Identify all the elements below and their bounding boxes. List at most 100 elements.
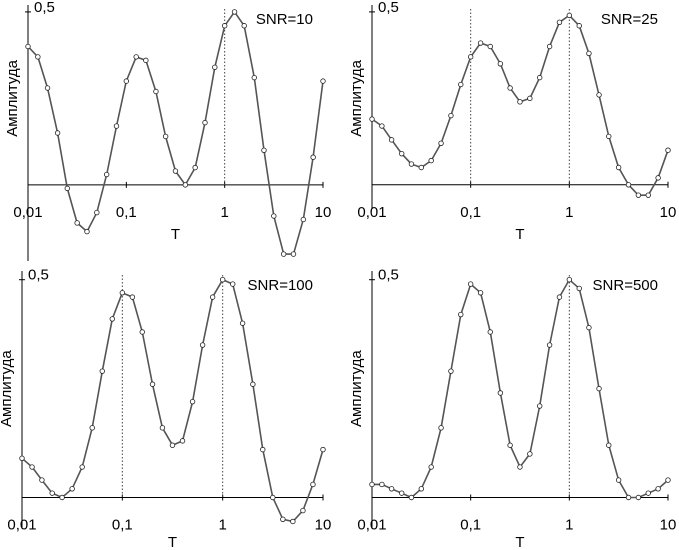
marker xyxy=(54,130,61,136)
y-tick-label: 0,5 xyxy=(378,0,399,16)
x-tick-label: 1 xyxy=(565,204,573,221)
marker xyxy=(64,185,71,192)
marker xyxy=(133,54,139,60)
marker xyxy=(109,316,115,322)
marker xyxy=(388,137,395,143)
marker xyxy=(546,342,553,348)
marker xyxy=(219,277,226,283)
marker xyxy=(19,455,25,462)
curve xyxy=(27,10,324,255)
marker xyxy=(379,481,385,488)
marker xyxy=(320,78,326,84)
x-tick-label: 0,1 xyxy=(116,204,137,221)
marker xyxy=(300,216,307,223)
marker xyxy=(546,43,553,50)
marker xyxy=(596,385,602,392)
x-axis-label: Т xyxy=(515,534,524,550)
marker xyxy=(113,123,120,129)
y-axis-label: Амплитуда xyxy=(0,350,15,427)
marker xyxy=(103,171,110,178)
marker xyxy=(189,398,196,405)
marker xyxy=(209,294,216,300)
marker xyxy=(79,464,85,470)
marker xyxy=(655,486,661,492)
marker xyxy=(497,390,504,396)
marker xyxy=(448,112,454,119)
marker xyxy=(25,43,31,50)
annotation: SNR=500 xyxy=(593,277,658,294)
x-tick-label: 10 xyxy=(660,204,677,221)
marker xyxy=(94,209,100,216)
marker xyxy=(320,446,326,453)
marker xyxy=(507,442,513,448)
marker xyxy=(270,494,276,501)
marker xyxy=(192,164,198,171)
x-tick-label: 0,01 xyxy=(357,204,386,221)
marker xyxy=(388,486,395,492)
x-tick-label: 1 xyxy=(220,204,228,221)
x-tick-label: 0,1 xyxy=(460,204,481,221)
y-tick-label: 0,5 xyxy=(34,0,55,16)
x-tick-label: 10 xyxy=(660,516,677,533)
marker xyxy=(467,54,474,60)
marker xyxy=(527,451,533,457)
marker xyxy=(290,251,297,257)
marker xyxy=(556,19,563,25)
marker xyxy=(84,228,90,235)
marker xyxy=(129,294,136,300)
marker xyxy=(566,12,573,19)
x-axis-label: Т xyxy=(168,534,177,550)
marker xyxy=(645,490,651,496)
marker xyxy=(379,123,385,129)
annotation: SNR=10 xyxy=(256,11,313,28)
y-tick-label: 0,5 xyxy=(28,267,49,284)
curve xyxy=(21,278,324,523)
marker xyxy=(448,368,454,374)
marker xyxy=(153,88,159,95)
marker xyxy=(149,381,156,387)
marker xyxy=(230,281,236,287)
marker xyxy=(44,85,51,91)
marker xyxy=(182,182,189,188)
marker xyxy=(507,85,513,91)
marker xyxy=(123,78,130,84)
marker xyxy=(399,490,405,496)
marker xyxy=(369,116,375,122)
marker xyxy=(537,74,543,81)
marker xyxy=(280,251,287,257)
marker xyxy=(517,99,523,105)
marker xyxy=(99,368,105,374)
marker xyxy=(408,494,415,501)
marker xyxy=(231,9,238,15)
marker xyxy=(251,74,257,81)
marker xyxy=(162,133,169,140)
marker xyxy=(310,481,316,488)
marker xyxy=(477,40,484,46)
x-tick-label: 0,1 xyxy=(112,516,133,533)
marker xyxy=(202,119,208,126)
marker xyxy=(159,425,166,431)
marker xyxy=(576,285,582,292)
x-axis-label: Т xyxy=(515,226,524,243)
y-tick-label: 0,5 xyxy=(378,267,399,284)
marker xyxy=(408,161,415,167)
x-tick-label: 1 xyxy=(218,516,226,533)
y-axis-label: Амплитуда xyxy=(348,59,365,136)
marker xyxy=(537,403,543,409)
marker xyxy=(556,294,563,300)
marker xyxy=(418,164,425,171)
marker xyxy=(139,329,145,335)
x-tick-label: 0,01 xyxy=(13,204,42,221)
marker xyxy=(119,290,126,296)
marker xyxy=(428,464,434,470)
marker xyxy=(606,442,612,448)
marker xyxy=(212,64,218,70)
marker xyxy=(477,290,484,296)
y-axis-label: Амплитуда xyxy=(348,350,365,427)
x-tick-label: 0,1 xyxy=(460,516,481,533)
marker xyxy=(615,477,622,483)
x-tick-label: 10 xyxy=(315,204,332,221)
marker xyxy=(169,442,176,448)
marker xyxy=(69,486,75,492)
